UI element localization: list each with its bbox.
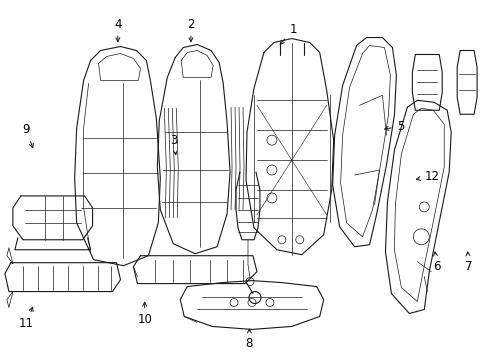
Text: 1: 1 (280, 23, 296, 44)
Text: 11: 11 (19, 307, 34, 330)
Text: 3: 3 (170, 134, 177, 155)
Text: 10: 10 (137, 302, 152, 327)
Text: 8: 8 (245, 329, 253, 350)
Text: 2: 2 (187, 18, 194, 42)
Text: 5: 5 (384, 120, 403, 133)
Text: 7: 7 (464, 252, 471, 273)
Text: 12: 12 (415, 170, 439, 183)
Text: 4: 4 (114, 18, 122, 42)
Text: 6: 6 (432, 252, 440, 273)
Text: 9: 9 (22, 123, 33, 148)
